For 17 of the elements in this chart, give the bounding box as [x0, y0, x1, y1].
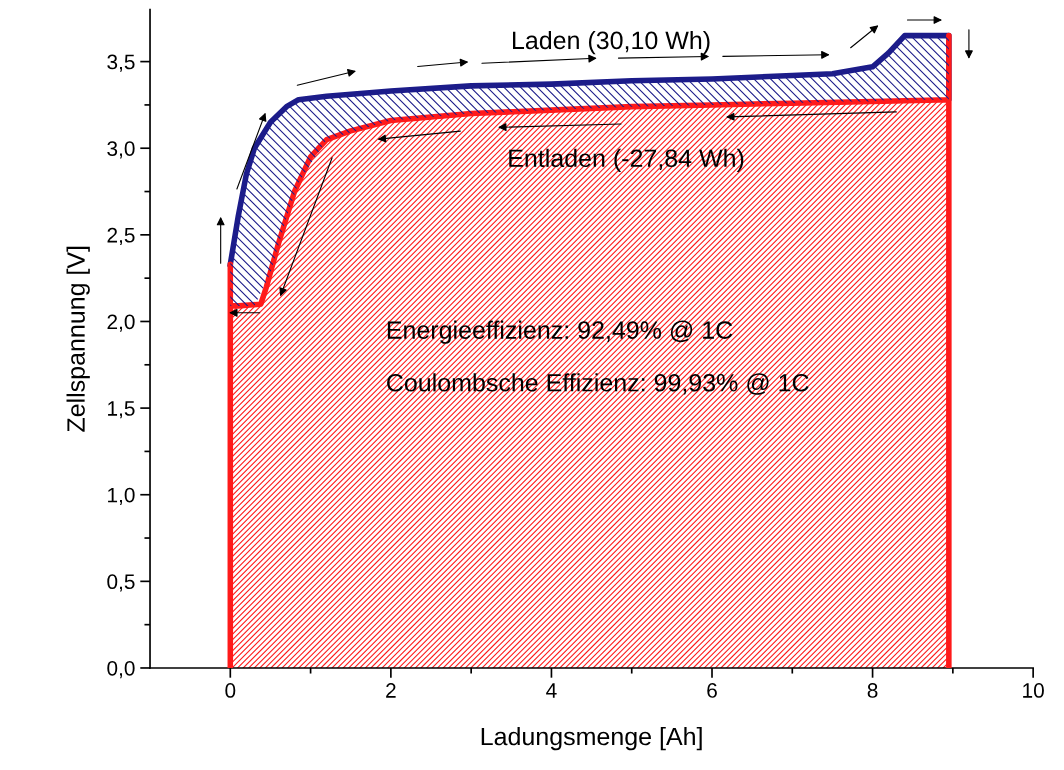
y-tick-label: 2,5 — [107, 227, 135, 246]
annotation: Laden (30,10 Wh) — [513, 30, 710, 55]
y-axis-title: Zellspannung [V] — [66, 246, 90, 432]
y-tick-label: 3,0 — [107, 141, 135, 159]
x-tick-label: 10 — [1023, 683, 1044, 698]
x-tick-label: 4 — [546, 683, 557, 698]
y-tick-label: 3,5 — [107, 54, 135, 72]
x-tick-label: 2 — [386, 683, 396, 698]
x-axis-title: Ladungsmenge [Ah] — [481, 726, 702, 751]
y-tick-label: 1,0 — [108, 487, 135, 505]
x-tick-label: 6 — [707, 683, 717, 698]
y-tick-label: 2,0 — [107, 314, 135, 332]
y-tick-label: 0,5 — [107, 574, 135, 592]
x-tick-label: 8 — [867, 683, 878, 698]
y-tick-label: 1,5 — [108, 401, 135, 419]
y-tick-label: 0,0 — [107, 660, 135, 679]
x-tick-label: 0 — [225, 683, 236, 698]
